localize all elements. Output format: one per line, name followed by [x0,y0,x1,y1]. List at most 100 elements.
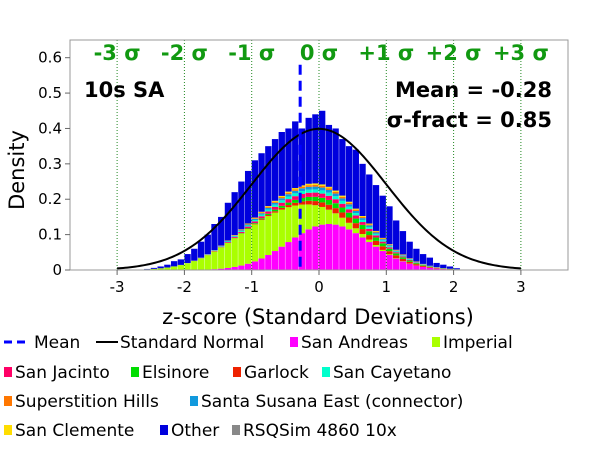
standard-normal-curve [117,127,521,270]
legend-swatch [131,367,139,377]
bar-segment [298,186,306,189]
bar-segment [379,246,386,250]
bar-segment [345,202,353,205]
bar-segment [372,185,380,231]
bar-segment [191,261,198,270]
bar-segment [271,202,279,205]
bar-segment [164,264,171,268]
bar-segment [352,228,359,234]
bar-segment [298,188,306,192]
bar-segment [332,213,339,225]
bar-segment [224,267,232,270]
bar-segment [372,240,380,246]
bar-segment [379,237,386,239]
bar-segment [258,218,265,220]
bar-segment [372,233,380,236]
bar-segment [265,213,272,216]
sigma-label: -1 σ [228,41,275,65]
bar-segment [278,195,285,197]
histogram-bars [144,110,460,270]
bar-segment [386,206,393,245]
bar-segment [292,188,299,190]
bar-segment [285,205,292,208]
bar-segment [393,250,400,252]
bar-segment [413,262,420,264]
x-tick-label: 1 [382,278,392,296]
bar-segment [258,212,265,214]
bar-segment [345,222,353,230]
bar-segment [312,114,319,184]
bar-segment [305,189,312,193]
bar-segment [372,245,380,247]
bar-segment [292,121,299,189]
bar-segment [433,268,440,269]
bar-segment [406,241,413,259]
bar-segment [244,263,252,270]
bar-segment [265,209,272,212]
bar-segment [211,251,218,270]
y-tick-label: 0.5 [38,84,62,102]
bar-segment [379,249,386,252]
bar-segment [433,268,440,270]
bar-segment [325,188,333,190]
bar-segment [271,139,279,201]
bar-segment [359,224,366,230]
bar-segment [386,255,393,270]
bar-segment [352,215,359,219]
legend-label: San Clemente [15,421,134,441]
bar-segment [319,190,326,194]
bar-segment [244,226,252,228]
bar-segment [332,208,339,214]
bar-segment [271,212,279,252]
bar-segment [399,258,407,262]
bar-segment [352,209,359,211]
bar-segment [265,146,272,207]
bar-segment [251,217,259,219]
legend-label: Superstition Hills [15,392,159,412]
bar-segment [379,251,386,270]
bar-segment [238,231,245,233]
bar-segment [339,139,346,196]
bar-segment [278,202,285,206]
bar-segment [312,183,319,185]
bar-segment [305,185,312,187]
bar-segment [305,192,312,197]
bar-segment [231,237,238,238]
bar-segment [251,224,259,262]
bar-segment [379,240,386,242]
legend: Mean Standard Normal San Andreas Imperial Sa… [4,333,513,441]
legend-label: Mean [34,333,80,353]
bar-segment [352,223,359,229]
bar-segment [292,199,299,203]
bar-segment [366,224,373,226]
bar-segment [224,243,232,268]
bar-segment [453,268,460,270]
bar-segment [379,243,386,247]
bar-segment [231,236,238,238]
legend-swatch [290,337,298,347]
bar-segment [184,263,191,270]
bar-segment [258,220,265,259]
sigma-label: -3 σ [94,41,141,65]
bar-segment [319,110,326,185]
bar-segment [352,213,359,216]
bar-segment [440,264,447,269]
bar-segment [312,226,319,270]
bar-segment [285,192,292,195]
x-tick-label: -1 [244,278,259,296]
bar-segment [386,247,393,249]
bar-segment [352,218,359,224]
bar-segment [386,254,393,256]
legend-label: Other [171,421,219,441]
legend-swatch [322,367,330,377]
y-tick-label: 0 [52,261,62,279]
bar-segment [278,196,285,199]
bar-segment [177,259,185,265]
bar-segment [426,257,434,266]
bar-segment [312,205,319,227]
bar-segment [446,266,454,269]
bar-segment [325,192,333,196]
x-tick-label: -3 [110,278,125,296]
legend-label: Elsinore [142,363,209,383]
